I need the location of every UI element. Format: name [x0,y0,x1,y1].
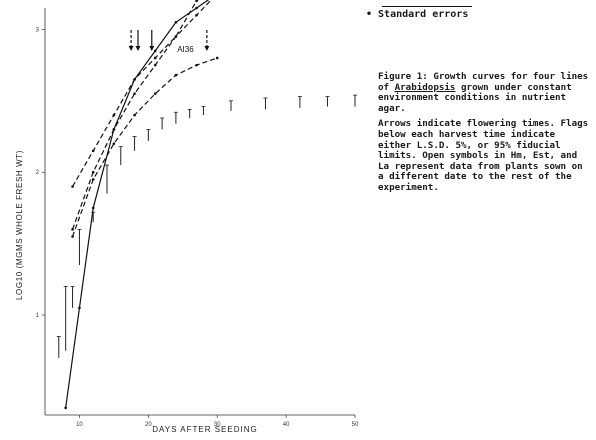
point-la-0 [71,228,74,231]
point-est-7 [195,6,198,10]
legend-text: • Standard errors [366,9,469,20]
flowering-arrow-head-2 [149,46,155,51]
point-ai36-0 [71,235,74,238]
point-ai36-2 [112,142,116,145]
series-line-ai36 [71,57,218,237]
caption-paragraph-2: Arrows indicate flowering times. Flags b… [378,118,589,193]
series-line-hm [72,0,199,187]
figure-caption: Figure 1: Growth curves for four lines o… [368,71,590,199]
x-axis-label: DAYS AFTER SEEDING [152,425,257,434]
caption-paragraph-1: Figure 1: Growth curves for four lines o… [368,71,590,114]
point-est-2 [91,206,95,210]
point-est-1 [78,306,81,310]
point-hm-6 [195,0,198,3]
point-ai36-4 [153,92,157,95]
point-hm-0 [71,185,74,188]
point-est-5 [153,49,157,53]
error-flags [56,94,357,358]
point-est-4 [133,78,136,81]
x-tick-label-20: 20 [145,422,152,428]
point-la-4 [153,63,157,67]
point-ai36-1 [91,178,95,181]
x-tick-label-10: 10 [76,422,83,428]
flowering-arrows [128,30,210,51]
growth-chart: 10 20 30 40 50 1 2 3 HMESTLAAI36 LOG10 (MGMS WH… [15,0,359,434]
flowering-arrow-head-3 [204,46,210,51]
point-la-3 [133,92,136,95]
y-tick-label-3: 3 [36,27,40,33]
point-ai36-7 [215,56,219,60]
series-line-est [65,0,210,408]
caption-pre: Growth curves for four lines of [378,71,589,93]
flowering-arrow-head-0 [128,46,134,51]
x-tick-label-40: 40 [283,422,290,428]
point-hm-2 [112,113,116,117]
point-hm-1 [91,149,95,153]
point-est-0 [64,406,67,410]
point-la-6 [195,13,198,17]
point-hm-4 [153,56,157,60]
flowering-arrow-head-1 [135,46,141,51]
point-ai36-5 [174,73,178,77]
point-la-2 [112,128,116,131]
x-tick-label-50: 50 [352,422,359,428]
y-tick-label-2: 2 [36,170,40,176]
point-ai36-3 [133,113,136,117]
point-la-5 [174,35,178,38]
legend-rule [382,6,472,7]
series-line-la [71,0,212,230]
caption-lead: Figure 1: [378,71,428,82]
series-label-ai36: AI36 [177,45,194,54]
series-lines [64,0,219,410]
y-axis-label: LOG10 (MGMS WHOLE FRESH WT) [15,150,24,300]
chart-axes: 10 20 30 40 50 1 2 3 [36,8,359,428]
caption-post: grown under constant environment conditi… [378,81,572,114]
caption-species: Arabidopsis [394,81,456,93]
point-ai36-6 [195,63,198,67]
legend: • Standard errors [366,6,472,20]
series-labels: HMESTLAAI36 [177,45,194,54]
point-la-1 [91,170,95,174]
y-tick-label-1: 1 [36,313,40,319]
point-est-6 [174,20,178,24]
x-tick-label-30: 30 [214,422,221,428]
